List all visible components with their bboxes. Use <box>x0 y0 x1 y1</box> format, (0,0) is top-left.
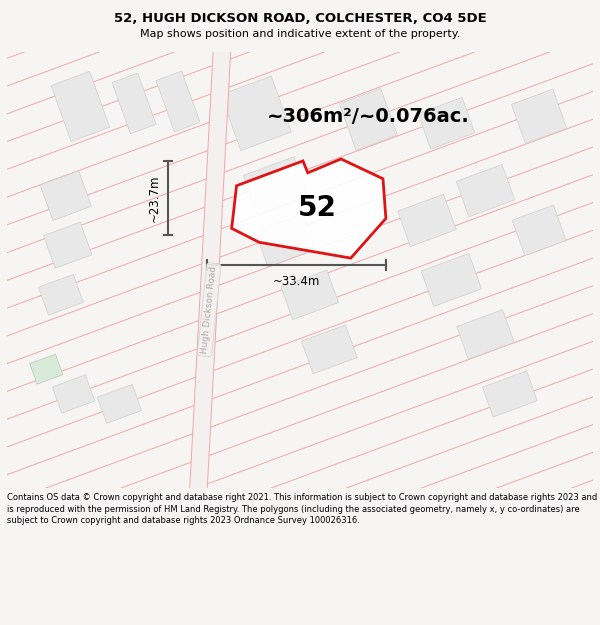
Text: ~33.4m: ~33.4m <box>273 275 320 288</box>
Text: Contains OS data © Crown copyright and database right 2021. This information is : Contains OS data © Crown copyright and d… <box>7 492 598 525</box>
Polygon shape <box>51 71 110 141</box>
Polygon shape <box>112 73 156 134</box>
Text: ~306m²/~0.076ac.: ~306m²/~0.076ac. <box>267 107 470 126</box>
Polygon shape <box>482 371 537 417</box>
Polygon shape <box>190 52 231 488</box>
Polygon shape <box>398 194 456 247</box>
Text: Hugh Dickson Road: Hugh Dickson Road <box>200 266 218 354</box>
Text: Map shows position and indicative extent of the property.: Map shows position and indicative extent… <box>140 29 460 39</box>
Polygon shape <box>44 222 92 268</box>
Polygon shape <box>456 164 515 217</box>
Polygon shape <box>512 205 566 256</box>
Polygon shape <box>301 325 357 374</box>
Polygon shape <box>38 274 83 315</box>
Polygon shape <box>156 71 200 132</box>
Polygon shape <box>421 253 481 306</box>
Text: 52, HUGH DICKSON ROAD, COLCHESTER, CO4 5DE: 52, HUGH DICKSON ROAD, COLCHESTER, CO4 5… <box>113 12 487 26</box>
Polygon shape <box>457 309 514 359</box>
Polygon shape <box>232 159 386 258</box>
Polygon shape <box>418 98 475 149</box>
Text: 52: 52 <box>298 194 337 221</box>
Polygon shape <box>255 214 316 267</box>
Polygon shape <box>511 89 567 144</box>
Polygon shape <box>52 375 95 413</box>
Text: ~23.7m: ~23.7m <box>148 174 160 222</box>
Polygon shape <box>244 157 308 214</box>
Polygon shape <box>97 384 142 423</box>
Polygon shape <box>40 171 91 221</box>
Polygon shape <box>221 76 292 151</box>
Polygon shape <box>340 88 397 150</box>
Polygon shape <box>281 270 338 319</box>
Polygon shape <box>30 354 63 384</box>
